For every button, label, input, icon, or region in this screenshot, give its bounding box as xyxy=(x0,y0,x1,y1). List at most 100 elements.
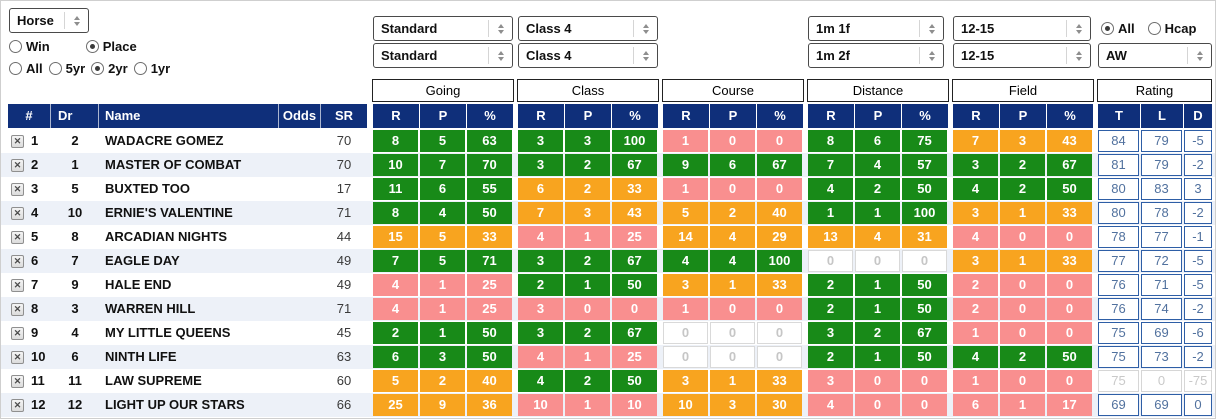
field-places-cell: 3 xyxy=(1000,130,1045,152)
draw-cell: 11 xyxy=(68,373,82,388)
radio-option-2yr[interactable]: 2yr xyxy=(91,61,128,76)
going-percent-cell: 40 xyxy=(467,370,512,392)
course-runs-cell: 0 xyxy=(663,322,708,344)
spinner-icon[interactable] xyxy=(919,47,943,64)
going-runs-cell: 8 xyxy=(373,130,418,152)
field-runs-cell: 4 xyxy=(953,346,998,368)
radio-option-label: All xyxy=(1118,21,1135,36)
spinner-icon[interactable] xyxy=(1066,20,1090,37)
remove-row-button[interactable] xyxy=(11,326,24,340)
class-percent-cell: 25 xyxy=(612,346,657,368)
rating-total-cell: 76 xyxy=(1098,274,1139,296)
remove-row-button[interactable] xyxy=(11,398,24,412)
remove-row-button[interactable] xyxy=(11,206,24,220)
remove-row-button[interactable] xyxy=(11,230,24,244)
radio-button-icon[interactable] xyxy=(1101,22,1114,35)
going-filter-top-value: Standard xyxy=(381,21,438,36)
rating-last-cell: 71 xyxy=(1141,274,1182,296)
remove-row-button[interactable] xyxy=(11,350,24,364)
rating-last-cell: 69 xyxy=(1141,394,1182,416)
distance-percent-cell: 75 xyxy=(902,130,947,152)
distance-runs-cell: 4 xyxy=(808,394,853,416)
radio-button-icon[interactable] xyxy=(9,40,22,53)
spinner-icon[interactable] xyxy=(633,47,657,64)
distance-places-cell: 1 xyxy=(855,274,900,296)
remove-row-button[interactable] xyxy=(11,278,24,292)
field-filter-bottom-select[interactable]: 12-15 xyxy=(953,43,1091,68)
radio-option-hcap[interactable]: Hcap xyxy=(1147,21,1196,36)
class-filter-bottom-select[interactable]: Class 4 xyxy=(518,43,658,68)
rating-diff-cell: -75 xyxy=(1184,370,1212,392)
radio-option-1yr[interactable]: 1yr xyxy=(133,61,170,76)
going-filter-bottom-select[interactable]: Standard xyxy=(373,43,513,68)
course-places-cell: 2 xyxy=(710,202,755,224)
course-percent-cell: 100 xyxy=(757,250,802,272)
field-places-cell: 1 xyxy=(1000,202,1045,224)
rating-total-cell: 81 xyxy=(1098,154,1139,176)
class-filter-top-select[interactable]: Class 4 xyxy=(518,16,658,41)
remove-row-button[interactable] xyxy=(11,182,24,196)
radio-option-win[interactable]: Win xyxy=(9,39,50,54)
spinner-icon[interactable] xyxy=(1066,47,1090,64)
spinner-icon[interactable] xyxy=(64,12,88,29)
remove-row-button[interactable] xyxy=(11,134,24,148)
going-filter-bottom-value: Standard xyxy=(381,48,438,63)
horse-select-value: Horse xyxy=(17,13,54,28)
distance-runs-cell: 2 xyxy=(808,274,853,296)
remove-row-button[interactable] xyxy=(11,374,24,388)
rating-last-cell: 79 xyxy=(1141,130,1182,152)
surface-select[interactable]: AW xyxy=(1098,43,1212,68)
course-runs-cell: 1 xyxy=(663,130,708,152)
course-places-cell: 0 xyxy=(710,130,755,152)
horse-name-cell: WADACRE GOMEZ xyxy=(105,133,224,148)
field-runs-cell: 2 xyxy=(953,298,998,320)
course-percent-cell: 0 xyxy=(757,346,802,368)
course-percent-cell: 67 xyxy=(757,154,802,176)
radio-button-icon[interactable] xyxy=(1147,22,1161,35)
spinner-icon[interactable] xyxy=(488,47,512,64)
spinner-icon[interactable] xyxy=(633,20,657,37)
remove-row-button[interactable] xyxy=(11,158,24,172)
remove-row-button[interactable] xyxy=(11,302,24,316)
distance-filter-top-select[interactable]: 1m 1f xyxy=(808,16,944,41)
distance-percent-cell: 50 xyxy=(902,298,947,320)
spinner-icon[interactable] xyxy=(488,20,512,37)
radio-option-5yr[interactable]: 5yr xyxy=(48,61,85,76)
going-percent-cell: 25 xyxy=(467,298,512,320)
radio-option-all[interactable]: All xyxy=(9,61,43,76)
radio-button-icon[interactable] xyxy=(85,40,99,53)
row-number: 6 xyxy=(31,253,39,268)
spinner-icon[interactable] xyxy=(919,20,943,37)
field-percent-cell: 43 xyxy=(1047,130,1092,152)
going-places-cell: 6 xyxy=(420,178,465,200)
field-filter-top-select[interactable]: 12-15 xyxy=(953,16,1091,41)
rating-last-cell: 72 xyxy=(1141,250,1182,272)
radio-button-icon[interactable] xyxy=(9,62,22,75)
going-filter-top-select[interactable]: Standard xyxy=(373,16,513,41)
class-runs-cell: 4 xyxy=(518,346,563,368)
distance-places-cell: 1 xyxy=(855,202,900,224)
radio-button-icon[interactable] xyxy=(133,62,147,75)
going-percent-cell: 50 xyxy=(467,322,512,344)
remove-row-button[interactable] xyxy=(11,254,24,268)
distance-filter-bottom-select[interactable]: 1m 2f xyxy=(808,43,944,68)
going-runs-cell: 5 xyxy=(373,370,418,392)
going-places-cell: 5 xyxy=(420,250,465,272)
distance-places-cell: 2 xyxy=(855,178,900,200)
row-number: 2 xyxy=(31,157,39,172)
course-runs-cell: 5 xyxy=(663,202,708,224)
going-places-cell: 5 xyxy=(420,130,465,152)
odds-cell xyxy=(279,153,321,177)
course-percent-cell: 0 xyxy=(757,322,802,344)
row-number: 4 xyxy=(31,205,39,220)
radio-option-all[interactable]: All xyxy=(1101,21,1135,36)
spinner-icon[interactable] xyxy=(1187,47,1211,64)
radio-button-icon[interactable] xyxy=(48,62,62,75)
distance-p-column-header: P xyxy=(855,104,901,128)
radio-button-icon[interactable] xyxy=(91,62,105,75)
field-places-cell: 0 xyxy=(1000,226,1045,248)
field-percent-cell: 0 xyxy=(1047,322,1092,344)
radio-option-place[interactable]: Place xyxy=(85,39,137,54)
horse-select[interactable]: Horse xyxy=(9,8,89,33)
